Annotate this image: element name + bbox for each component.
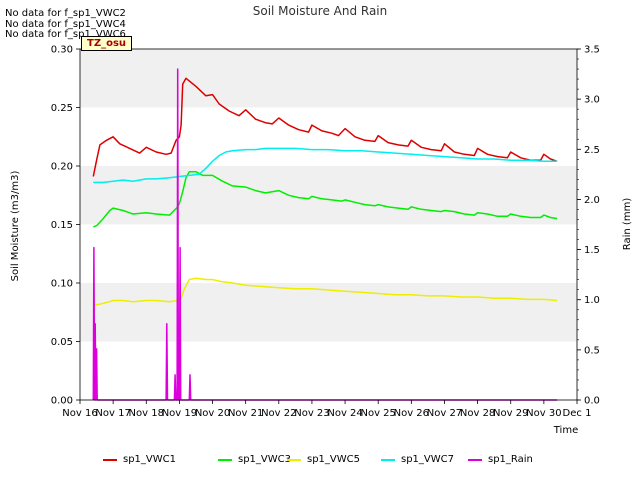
grid-bands (80, 49, 577, 342)
x-tick-label: Nov 30 (526, 408, 561, 419)
series-line-sp1-vwc1 (92, 77, 558, 177)
y-tick-label: 0.25 (51, 103, 73, 114)
nodata-vwc4: No data for f_sp1_VWC4 (5, 19, 126, 30)
series-line-sp1-vwc7 (93, 147, 558, 184)
series-line-sp1-vwc3 (93, 171, 558, 228)
y-tick-label: 0.15 (51, 220, 73, 231)
y-axis-label: Soil Moisture (m3/m3) (10, 171, 21, 282)
x-tick-label: Nov 23 (294, 408, 329, 419)
y-tick-label: 0.20 (51, 162, 73, 173)
y2-tick-label: 3.0 (584, 95, 600, 106)
series-lines (92, 68, 558, 401)
y2-tick-label: 3.5 (584, 45, 600, 56)
series-line-sp1-vwc5 (93, 277, 558, 306)
x-tick-label: Nov 19 (162, 408, 197, 419)
legend-label-vwc7: sp1_VWC7 (401, 454, 454, 465)
nodata-vwc6: No data for f_sp1_VWC6 (5, 29, 126, 40)
x-tick-label: Nov 27 (427, 408, 462, 419)
y-tick-label: 0.30 (51, 45, 73, 56)
y2-axis-ticks: 0.0 0.5 1.0 1.5 2.0 2.5 3.0 3.5 (577, 45, 600, 407)
x-tick-label: Nov 24 (327, 408, 362, 419)
x-tick-label: Nov 21 (228, 408, 263, 419)
x-tick-label: Nov 25 (360, 408, 395, 419)
legend-swatch-vwc7 (381, 459, 395, 461)
x-tick-label: Nov 18 (129, 408, 164, 419)
y2-tick-label: 1.0 (584, 295, 600, 306)
legend-label-rain: sp1_Rain (488, 454, 533, 465)
y-axis-ticks: 0.00 0.05 0.10 0.15 0.20 0.25 0.30 (51, 45, 80, 407)
site-badge: TZ_osu (81, 36, 133, 51)
x-tick-label: Nov 16 (62, 408, 97, 419)
series-line-sp1-rain (92, 68, 558, 401)
legend-swatch-vwc3 (218, 459, 232, 461)
legend-label-vwc5: sp1_VWC5 (307, 454, 360, 465)
x-tick-label: Nov 20 (195, 408, 230, 419)
grid-band (80, 283, 577, 342)
grid-band (80, 49, 577, 108)
legend: sp1_VWC1 sp1_VWC3 sp1_VWC5 sp1_VWC7 sp1_… (0, 452, 640, 470)
legend-swatch-rain (468, 459, 482, 461)
y2-tick-label: 0.5 (584, 345, 600, 356)
legend-label-vwc1: sp1_VWC1 (123, 454, 176, 465)
chart-title: Soil Moisture And Rain (253, 4, 388, 18)
y-tick-label: 0.00 (51, 396, 73, 407)
x-axis-label: Time (553, 425, 578, 436)
x-tick-label: Nov 17 (95, 408, 130, 419)
x-tick-label: Dec 1 (563, 408, 592, 419)
legend-swatch-vwc5 (287, 459, 301, 461)
y2-axis-label: Rain (mm) (622, 198, 633, 251)
y2-tick-label: 1.5 (584, 245, 600, 256)
y2-tick-label: 0.0 (584, 396, 600, 407)
nodata-vwc2: No data for f_sp1_VWC2 (5, 8, 126, 19)
legend-label-vwc3: sp1_VWC3 (238, 454, 291, 465)
y-tick-label: 0.10 (51, 279, 73, 290)
x-tick-label: Nov 26 (394, 408, 429, 419)
y-tick-label: 0.05 (51, 337, 73, 348)
x-tick-label: Nov 29 (493, 408, 528, 419)
legend-swatch-vwc1 (103, 459, 117, 461)
y2-tick-label: 2.0 (584, 195, 600, 206)
x-tick-label: Nov 28 (460, 408, 495, 419)
x-tick-label: Nov 22 (261, 408, 296, 419)
y2-tick-label: 2.5 (584, 145, 600, 156)
